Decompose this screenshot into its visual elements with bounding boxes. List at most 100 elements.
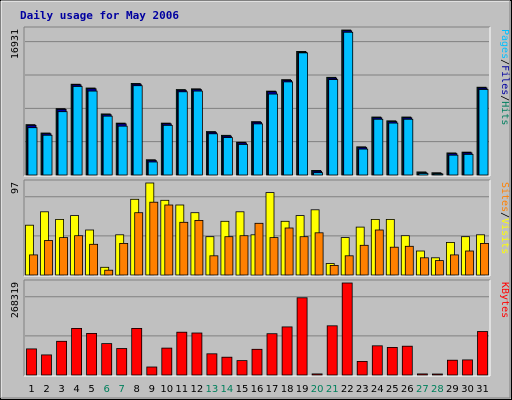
x-tick-label: 14 bbox=[221, 384, 234, 395]
bar-kbytes bbox=[416, 373, 428, 376]
legend-entry: / bbox=[499, 59, 510, 65]
bar-pages bbox=[27, 127, 38, 176]
bar-kbytes bbox=[326, 325, 338, 376]
bar-sites bbox=[164, 204, 174, 276]
bar-sites bbox=[119, 242, 129, 276]
bar-pages bbox=[313, 172, 324, 176]
bar-kbytes bbox=[236, 360, 248, 376]
bar-kbytes bbox=[266, 333, 278, 376]
panel-legend: Sites/Visits bbox=[499, 182, 510, 254]
bar-kbytes bbox=[71, 327, 82, 376]
x-tick-label: 19 bbox=[296, 384, 309, 395]
bar-kbytes bbox=[296, 297, 308, 376]
x-tick-label: 22 bbox=[341, 384, 354, 395]
bar-pages bbox=[117, 125, 128, 176]
bar-sites bbox=[404, 245, 414, 276]
x-tick-label: 8 bbox=[134, 384, 140, 395]
bar-pages bbox=[57, 111, 68, 176]
bar-pages bbox=[418, 173, 429, 176]
bar-sites bbox=[419, 257, 429, 276]
x-tick-label: 25 bbox=[386, 384, 399, 395]
bar-sites bbox=[29, 254, 38, 276]
bar-pages bbox=[343, 31, 354, 176]
bar-pages bbox=[388, 122, 399, 176]
bar-pages bbox=[403, 118, 414, 176]
bar-sites bbox=[299, 236, 309, 276]
bar-sites bbox=[224, 236, 234, 276]
bar-kbytes bbox=[371, 345, 383, 376]
bar-sites bbox=[209, 255, 219, 276]
bar-kbytes bbox=[281, 326, 293, 376]
y-max-label: 16931 bbox=[10, 29, 21, 59]
legend-entry: KBytes bbox=[499, 282, 510, 318]
panel-bottom: 268319 KBytes bbox=[10, 279, 510, 377]
x-tick-label: 17 bbox=[266, 384, 279, 395]
bar-sites bbox=[59, 237, 68, 276]
bar-pages bbox=[478, 89, 489, 176]
bar-sites bbox=[344, 255, 354, 276]
bar-sites bbox=[89, 243, 98, 276]
bar-pages bbox=[207, 133, 218, 176]
bar-pages bbox=[222, 137, 233, 176]
x-tick-label: 24 bbox=[371, 384, 384, 395]
bar-sites bbox=[480, 242, 489, 276]
bar-pages bbox=[253, 123, 263, 176]
x-tick-label: 21 bbox=[326, 384, 339, 395]
bar-kbytes bbox=[56, 340, 67, 376]
series-sites bbox=[29, 201, 489, 276]
bar-pages bbox=[298, 52, 309, 176]
bar-pages bbox=[328, 79, 339, 176]
y-max-label: 97 bbox=[10, 182, 21, 194]
bar-pages bbox=[132, 85, 143, 176]
bar-sites bbox=[359, 244, 369, 276]
legend-entry: / bbox=[499, 95, 510, 101]
series-kbytes bbox=[26, 282, 488, 376]
bar-sites bbox=[74, 235, 83, 276]
y-max-label: 268319 bbox=[10, 282, 21, 318]
x-tick-label: 7 bbox=[119, 384, 125, 395]
bar-kbytes bbox=[116, 348, 128, 376]
bar-kbytes bbox=[41, 354, 52, 376]
bar-sites bbox=[149, 201, 159, 276]
bar-sites bbox=[374, 229, 384, 276]
bar-sites bbox=[284, 227, 294, 276]
bar-kbytes bbox=[462, 359, 473, 376]
x-tick-label: 26 bbox=[401, 384, 414, 395]
bar-pages bbox=[177, 91, 188, 176]
bar-pages bbox=[463, 153, 474, 176]
x-tick-label: 6 bbox=[104, 384, 110, 395]
panel-legend: Pages/Files/Hits bbox=[499, 29, 510, 125]
bar-pages bbox=[147, 161, 158, 176]
bar-kbytes bbox=[146, 366, 158, 376]
bar-sites bbox=[194, 219, 204, 276]
bar-sites bbox=[449, 254, 459, 276]
bar-kbytes bbox=[86, 332, 97, 376]
bar-pages bbox=[268, 93, 278, 176]
x-tick-label: 5 bbox=[88, 384, 94, 395]
legend-entry: Pages bbox=[499, 29, 510, 59]
x-tick-label: 9 bbox=[149, 384, 155, 395]
legend-entry: Hits bbox=[499, 101, 510, 125]
bar-kbytes bbox=[101, 343, 113, 376]
legend-entry: Sites bbox=[499, 182, 510, 212]
x-tick-label: 11 bbox=[175, 384, 188, 395]
panel-legend: KBytes bbox=[499, 282, 510, 318]
x-tick-label: 16 bbox=[251, 384, 264, 395]
legend-entry: / bbox=[499, 212, 510, 218]
bar-kbytes bbox=[311, 373, 323, 376]
x-tick-label: 13 bbox=[206, 384, 219, 395]
x-tick-label: 29 bbox=[446, 384, 459, 395]
chart-title: Daily usage for May 2006 bbox=[20, 9, 179, 22]
bar-kbytes bbox=[221, 356, 233, 376]
x-axis-labels: 1 2 3 4 5 6 7 8 9 10 11 12 13 14 15 16 17 18 19 20 21 22 23 24 2… bbox=[28, 384, 489, 395]
bar-kbytes bbox=[131, 327, 143, 376]
bar-pages bbox=[87, 90, 98, 176]
bar-sites bbox=[44, 240, 53, 276]
bar-pages bbox=[433, 173, 444, 176]
bar-sites bbox=[434, 260, 444, 276]
bar-pages bbox=[358, 148, 369, 176]
bar-pages bbox=[448, 154, 459, 176]
x-tick-label: 12 bbox=[191, 384, 204, 395]
x-tick-label: 2 bbox=[43, 384, 49, 395]
x-tick-label: 30 bbox=[461, 384, 474, 395]
